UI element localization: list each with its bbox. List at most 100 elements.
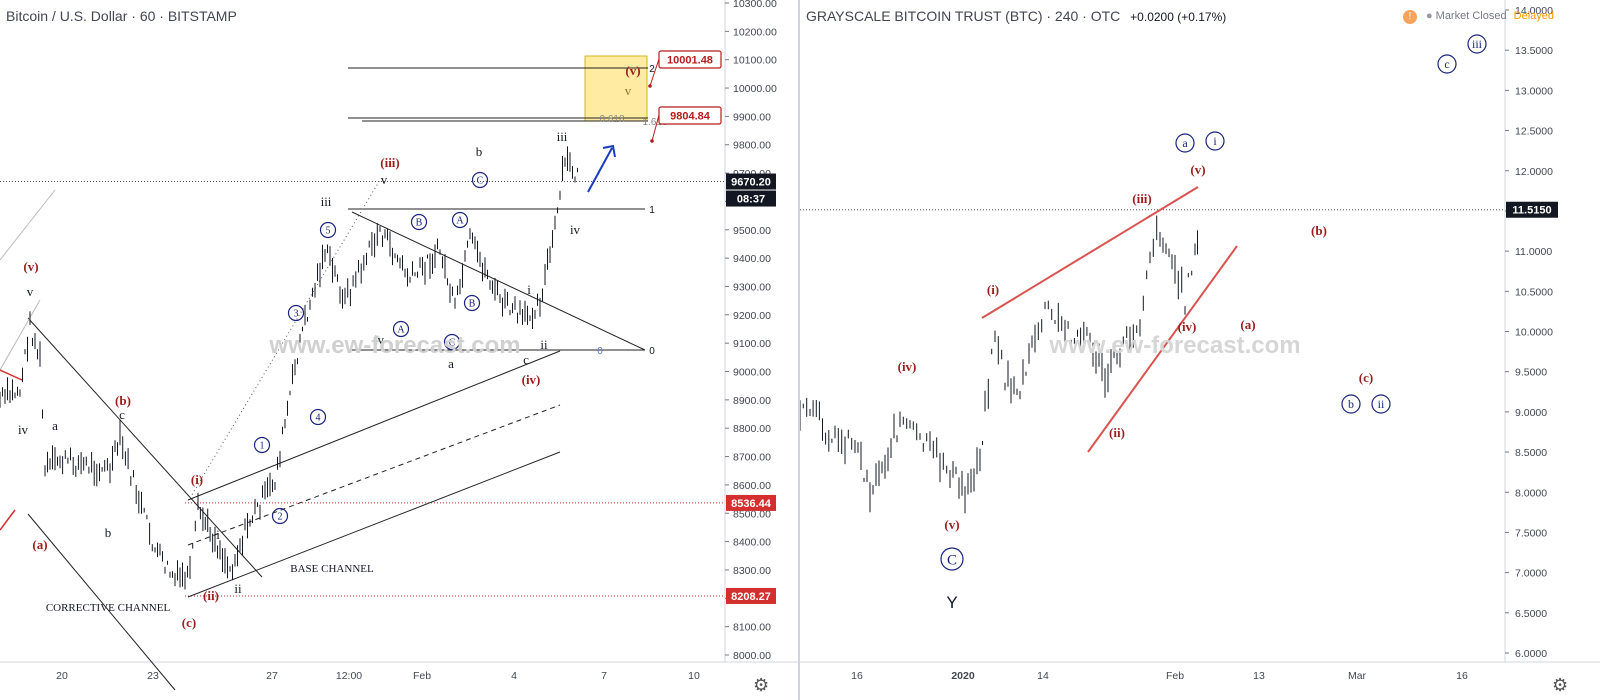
wave-label-red: (v) [23, 259, 38, 274]
left-price-tick-label: 9400.00 [733, 253, 771, 265]
left-price-tick-label: 8100.00 [733, 622, 771, 634]
gbtc-wave-label-red: (b) [1311, 223, 1327, 238]
gbtc-wave-circled: b [1341, 394, 1361, 414]
left-price-tick-label: 9200.00 [733, 310, 771, 322]
gbtc-wave-circled-ring [1437, 54, 1457, 74]
wave-label-black: c [119, 407, 125, 422]
gbtc-chart-pane[interactable]: 14.000013.500013.000012.500012.000011.50… [800, 0, 1600, 700]
gbtc-wave-circled-ring [1341, 394, 1361, 414]
wave-label-red: (iv) [522, 372, 541, 387]
gbtc-wave-circled-ring [1175, 133, 1195, 153]
wave-label-circled-ring [287, 304, 305, 322]
right-price-tick-label: 12.0000 [1515, 166, 1553, 178]
gbtc-price-tag-bg [1506, 201, 1558, 218]
left-time-tick-label: 7 [601, 670, 607, 682]
left-chart-header: Bitcoin / U.S. Dollar · 60 · BITSTAMP [6, 8, 237, 24]
left-time-tick-label: 20 [56, 670, 68, 682]
wave-label-red: (ii) [203, 588, 219, 603]
market-status: ! ● Market Closed Delayed [1402, 10, 1554, 24]
wave-label-black: b [105, 525, 112, 540]
triangle-upper-line [351, 211, 646, 351]
wave-label-circled-ring [309, 408, 327, 426]
gbtc-wave-label-red: (i) [987, 282, 999, 297]
gbtc-wave-label-red: (iv) [898, 359, 917, 374]
gbtc-wave-label-red: (ii) [1109, 425, 1125, 440]
wave-label-red: (v) [625, 63, 640, 78]
btc-usd-chart-svg[interactable]: 10300.00 10200.00 10100.00 10000.00 9900.00 9… [0, 0, 798, 700]
corrective-channel-label: CORRECTIVE CHANNEL [46, 602, 171, 614]
target-label-10001-box [658, 50, 722, 69]
pane-divider[interactable] [798, 0, 800, 700]
gbtc-wave-circled-text: ii [1378, 397, 1385, 411]
left-time-tick-label: Feb [413, 670, 431, 682]
watermark: www.ew-forecast.com [268, 332, 520, 359]
wave-label-circled: A [451, 211, 469, 229]
left-red-trend-a [0, 509, 16, 531]
forecast-arrow-shaft [587, 147, 613, 193]
price-tag-support-low: 8208.27 [731, 591, 771, 603]
fib-label-0-blue: 0 [597, 346, 603, 357]
right-price-tick-label: 13.0000 [1515, 85, 1553, 97]
right-price-tick-label: 7.0000 [1515, 568, 1547, 580]
right-price-tick-label: 8.5000 [1515, 447, 1547, 459]
target-label-10001: 10001.48 [667, 55, 713, 67]
wave-label-circled-text: 3 [294, 309, 299, 320]
target-label-9804-box [658, 106, 722, 125]
gbtc-watermark: www.ew-forecast.com [1048, 332, 1300, 359]
target-label-9804: 9804.84 [670, 111, 711, 123]
gbtc-wave-label-red: (v) [1190, 162, 1205, 177]
right-chart-change: +0.0200 (+0.17%) [1130, 10, 1227, 24]
left-time-tick-label: 23 [147, 670, 159, 682]
fib-label-0618: 0.618 [599, 114, 624, 125]
wave-label-circled: C [471, 171, 489, 189]
wave-label-black: a [52, 418, 58, 433]
gbtc-wave-circled: ii [1371, 394, 1391, 414]
right-time-tick-label: 14 [1037, 670, 1049, 682]
left-price-tick-label: 8800.00 [733, 423, 771, 435]
right-price-tick-label: 9.5000 [1515, 367, 1547, 379]
target-label-10001-pointer [649, 58, 660, 87]
wave-label-circled: B [410, 213, 428, 231]
wave-label-black: iii [557, 129, 568, 144]
btc-usd-chart-pane[interactable]: 10300.00 10200.00 10100.00 10000.00 9900.00 9… [0, 0, 798, 700]
wave-label-circled: B [463, 294, 481, 312]
gbtc-wave-circled-text: i [1213, 134, 1217, 148]
left-price-tick-label: 9500.00 [733, 225, 771, 237]
wave-label-circled-ring [319, 221, 337, 239]
left-settings-gear-icon[interactable]: ⚙ [753, 675, 770, 695]
gbtc-chart-svg[interactable]: 14.000013.500013.000012.500012.000011.50… [800, 0, 1600, 700]
wave-label-black: iv [374, 332, 385, 347]
wave-label-circled-text: A [456, 216, 464, 227]
right-time-tick-label: 13 [1253, 670, 1265, 682]
wave-label-circled-text: 1 [260, 441, 265, 452]
wave-label-circled-text: B [469, 299, 476, 310]
fib-label-0: 0 [649, 346, 655, 357]
info-icon[interactable]: ! [1402, 10, 1417, 24]
wave-label-black: iv [18, 422, 29, 437]
left-price-tick-label: 10300.00 [733, 0, 777, 10]
gbtc-wave-circled-ring [1467, 34, 1487, 54]
gbtc-wave-circled-text: c [1444, 57, 1449, 71]
right-chart-title: GRAYSCALE BITCOIN TRUST (BTC) · 240 · OT… [806, 8, 1121, 24]
wave-label-circled-ring [271, 507, 289, 525]
wave-label-red: (b) [115, 393, 131, 408]
left-time-tick-label: 12:00 [336, 670, 362, 682]
wave-label-black: v [27, 284, 34, 299]
gbtc-wave-label-red: (iii) [1132, 191, 1152, 206]
wave-label-circled-ring [253, 436, 271, 454]
left-gray-line-b [0, 189, 56, 261]
right-time-tick-label: Feb [1166, 670, 1184, 682]
corrective-channel-upper [27, 317, 263, 578]
right-price-tick-label: 11.0000 [1515, 246, 1552, 258]
gbtc-wave-label-red: (v) [944, 517, 959, 532]
wave-label-circled-ring [451, 211, 469, 229]
left-price-tick-label: 9800.00 [733, 140, 771, 152]
left-time-tick-label: 27 [266, 670, 278, 682]
left-price-tick-label: 8700.00 [733, 452, 771, 464]
wave-label-circled: C [443, 333, 461, 351]
wave-label-black: ii [234, 581, 242, 596]
left-price-tick-label: 9100.00 [733, 338, 771, 350]
wave-label-circled: 3 [287, 304, 305, 322]
right-settings-gear-icon[interactable]: ⚙ [1552, 675, 1569, 695]
right-time-tick-label: Mar [1348, 670, 1367, 682]
